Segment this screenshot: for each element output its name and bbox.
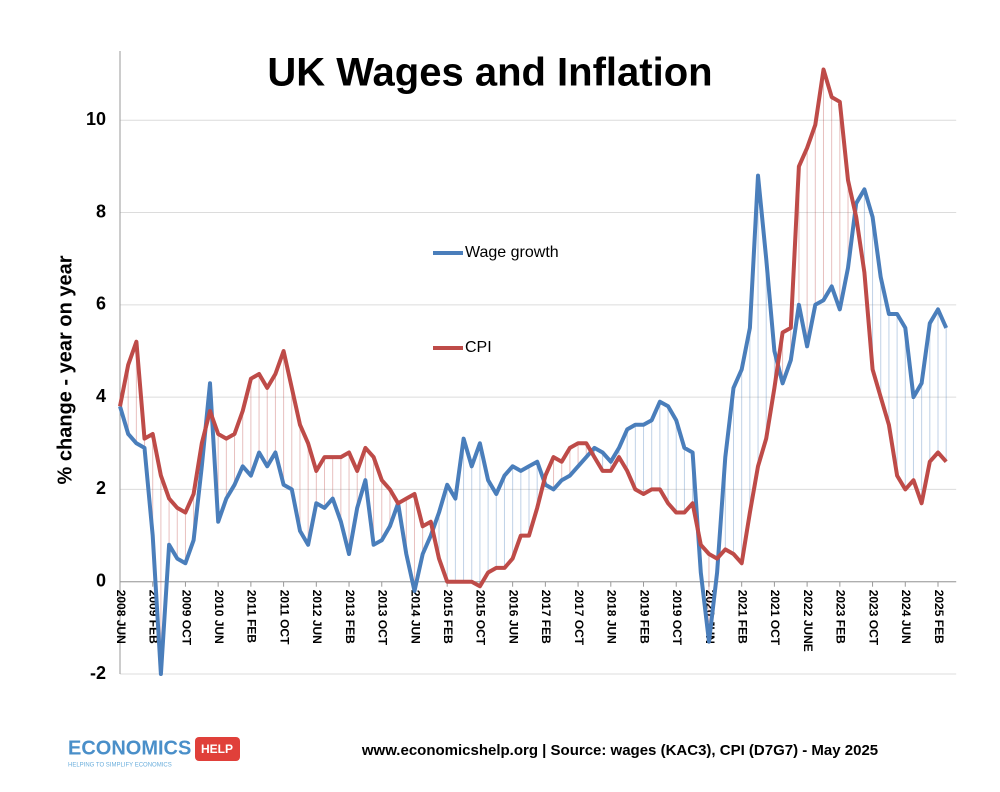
y-tick-label: -2 <box>90 663 106 683</box>
x-tick-label: 2010 JUN <box>212 590 226 644</box>
legend-label: Wage growth <box>465 244 559 261</box>
x-tick-label: 2009 OCT <box>179 590 193 646</box>
logo: ECONOMICS HELP HELPING TO SIMPLIFY ECONO… <box>68 737 240 769</box>
x-tick-label: 2015 FEB <box>441 590 455 644</box>
legend-label: CPI <box>465 339 492 356</box>
chart-title: UK Wages and Inflation <box>267 51 712 95</box>
x-tick-label: 2013 OCT <box>376 590 390 646</box>
y-tick-label: 2 <box>96 478 106 498</box>
y-tick-label: 0 <box>96 570 106 590</box>
x-tick-label: 2012 JUN <box>310 590 324 644</box>
series-line <box>118 173 949 676</box>
x-tick-label: 2022 JUNE <box>801 590 815 652</box>
x-tick-label: 2023 FEB <box>834 590 848 644</box>
logo-badge <box>195 737 240 761</box>
logo-tagline: HELPING TO SIMPLIFY ECONOMICS <box>68 763 172 769</box>
y-tick-label: 4 <box>96 386 106 406</box>
x-tick-label: 2011 OCT <box>277 590 291 645</box>
x-tick-label: 2021 OCT <box>768 590 782 646</box>
x-tick-label: 2021 FEB <box>736 590 750 644</box>
x-tick-label: 2025 FEB <box>932 590 946 644</box>
y-axis-label: % change - year on year <box>54 255 76 484</box>
source-note: www.economicshelp.org | Source: wages (K… <box>361 742 878 759</box>
x-tick-label: 2016 JUN <box>506 590 520 644</box>
x-tick-label: 2019 FEB <box>637 590 651 644</box>
y-tick-label: 6 <box>96 294 106 314</box>
x-tick-label: 2018 JUN <box>605 590 619 644</box>
series-line <box>118 67 948 589</box>
x-tick-label: 2013 FEB <box>343 590 357 644</box>
x-tick-label: 2011 FEB <box>245 590 259 644</box>
x-tick-label: 2014 JUN <box>408 590 422 644</box>
logo-badge-text: HELP <box>201 742 233 756</box>
plot-area <box>118 67 949 676</box>
x-tick-label: 2017 FEB <box>539 590 553 644</box>
x-tick-label: 2024 JUN <box>899 590 913 644</box>
x-tick-label: 2008 JUN <box>114 590 128 644</box>
y-tick-label: 10 <box>86 109 106 129</box>
x-tick-label: 2015 OCT <box>474 590 488 646</box>
x-tick-label: 2019 OCT <box>670 590 684 646</box>
x-tick-label: 2023 OCT <box>866 590 880 646</box>
logo-text: ECONOMICS <box>68 737 191 759</box>
x-tick-label: 2017 OCT <box>572 590 586 646</box>
y-tick-label: 8 <box>96 201 106 221</box>
